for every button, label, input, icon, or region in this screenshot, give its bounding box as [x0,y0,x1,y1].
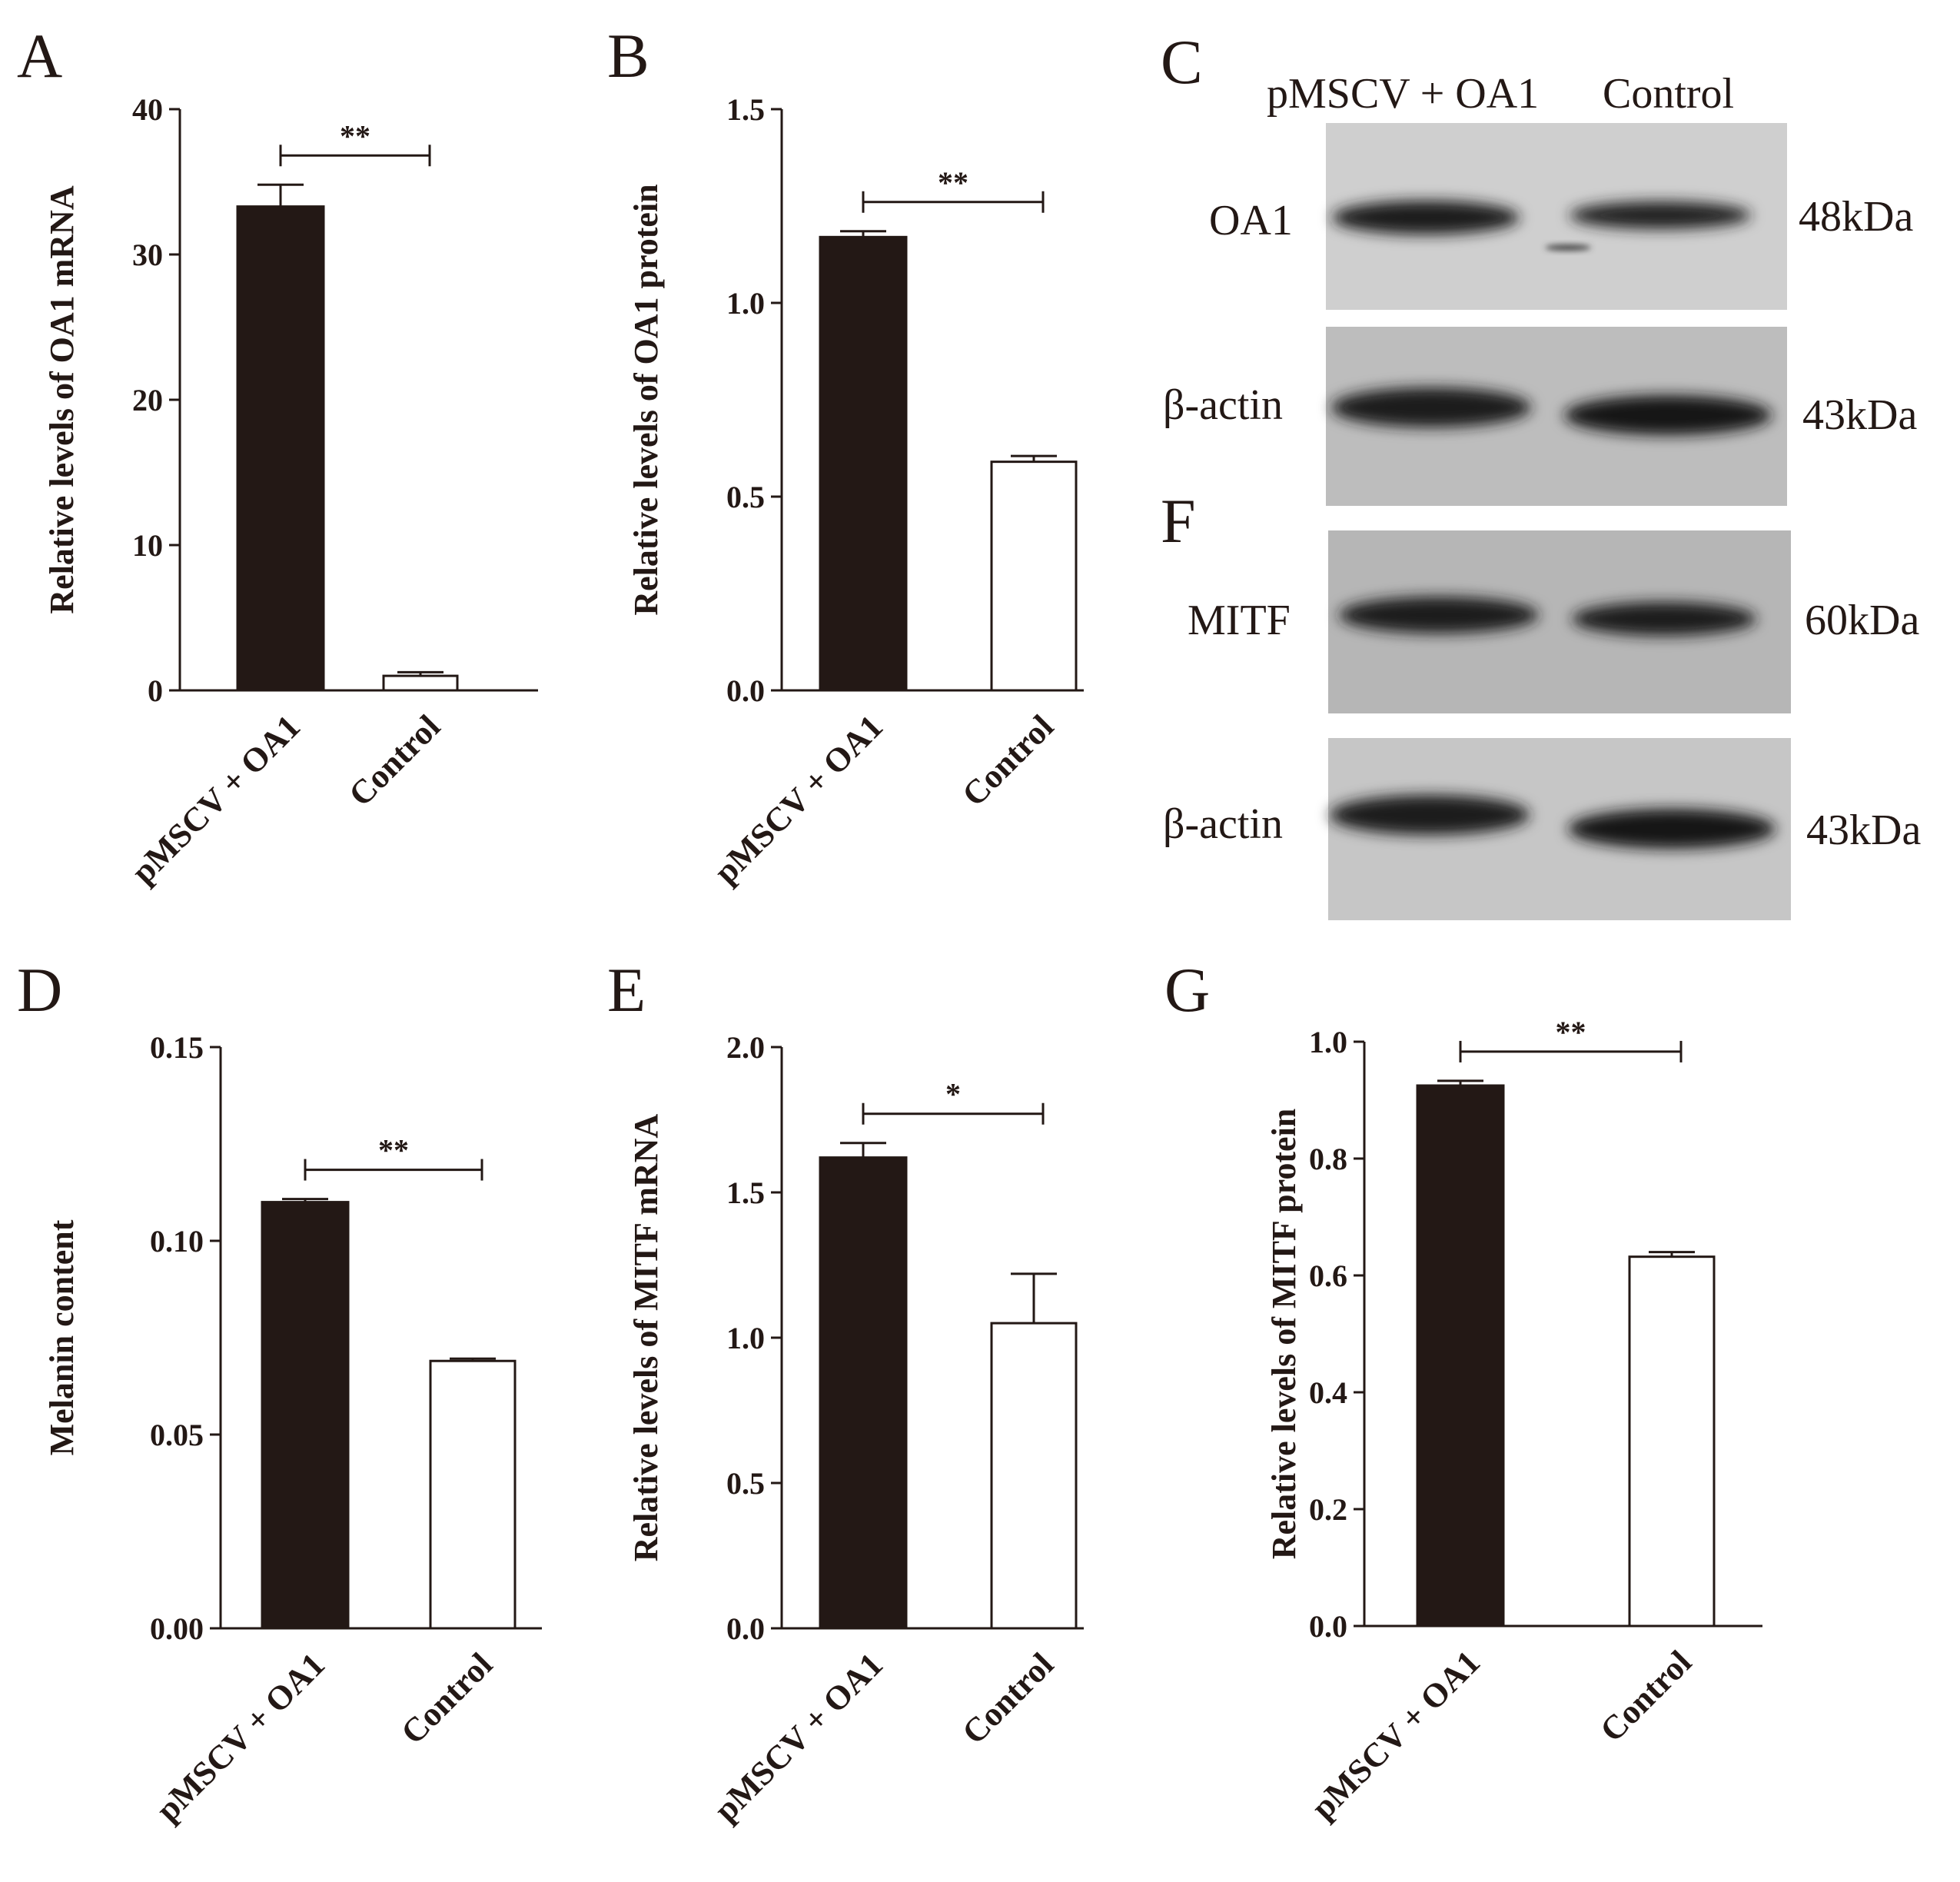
blot-row-label-mitf: MITF [1188,597,1291,644]
chart-panel-d: D 0.00 0.05 0.10 0.15 Melanin content pMSCV + … [17,955,542,1829]
x-category-label: Control [955,707,1061,813]
x-category-label: pMSCV + OA1 [707,707,891,891]
y-tick-label: 40 [132,92,163,127]
y-tick-label: 1.0 [1309,1025,1347,1059]
bar-pmscv-oa1 [236,205,325,692]
significance-label: ** [1556,1015,1586,1049]
y-tick-label: 10 [132,528,163,563]
y-tick-label: 0.00 [150,1611,204,1646]
blot-band [1339,597,1539,633]
x-category-label: pMSCV + OA1 [149,1645,333,1829]
x-category-label: pMSCV + OA1 [1304,1643,1488,1827]
y-tick-label: 0.6 [1309,1259,1347,1293]
y-tick-label: 0.10 [150,1224,204,1259]
blot-size-mitf: 60kDa [1805,597,1919,644]
y-axis-title: Relative levels of MITF mRNA [627,1114,665,1562]
significance-label: ** [340,118,370,153]
y-tick-label: 0.8 [1309,1142,1347,1176]
y-tick-label: 1.5 [726,92,765,127]
blot-size-actin-f: 43kDa [1806,806,1921,854]
significance-label: * [945,1077,961,1112]
blot-size-actin-c: 43kDa [1802,391,1917,439]
blot-membrane-mitf [1328,530,1791,713]
blot-header-lane2: Control [1603,70,1734,118]
chart-panel-b: B 0.0 0.5 1.0 1.5 Relative levels of OA1 prot… [607,21,1084,891]
blot-band [1570,201,1751,229]
y-tick-label: 0.0 [726,673,765,708]
y-tick-label: 2.0 [726,1030,765,1065]
panel-letter-f: F [1161,486,1196,556]
y-tick-label: 30 [132,238,163,272]
blot-band [1330,795,1530,835]
blot-band [1332,201,1520,234]
panel-letter-d: D [17,955,62,1025]
y-tick-label: 0.5 [726,1466,765,1501]
y-tick-label: 0.15 [150,1030,204,1065]
panel-letter-e: E [607,955,646,1025]
blot-membrane-oa1 [1326,123,1787,310]
y-tick-label: 0.4 [1309,1375,1347,1410]
chart-panel-a: A 0 10 20 30 40 Relative levels of OA1 mRNA pMS… [17,21,538,891]
panel-letter-g: G [1164,955,1210,1025]
blot-row-label-actin-c: β-actin [1163,381,1283,429]
blot-band [1545,244,1591,251]
y-axis-title: Relative levels of MITF protein [1265,1109,1303,1560]
blot-band [1572,602,1756,636]
panel-letter-c: C [1161,27,1203,97]
y-tick-label: 0.05 [150,1418,204,1452]
bar-pmscv-oa1 [819,1156,908,1630]
y-tick-label: 20 [132,383,163,417]
y-tick-label: 0.0 [726,1611,765,1646]
blot-membrane-actin-f [1328,738,1791,920]
blot-band [1564,395,1772,435]
bar-control [990,461,1078,692]
x-category-label: Control [955,1645,1061,1751]
panel-letter-b: B [607,21,649,91]
bar-pmscv-oa1 [1416,1084,1505,1628]
blot-band [1568,809,1776,849]
blot-size-oa1: 48kDa [1799,193,1913,241]
blot-row-label-actin-f: β-actin [1163,800,1283,848]
y-axis-title: Relative levels of OA1 mRNA [43,185,81,613]
y-tick-label: 0.2 [1309,1492,1347,1527]
y-tick-label: 1.5 [726,1175,765,1210]
significance-label: ** [378,1133,409,1168]
bar-pmscv-oa1 [261,1201,350,1630]
y-tick-label: 0 [148,673,163,708]
blot-panel-f: F MITF 60kDa β-actin 43kDa [1161,486,1921,920]
x-category-label: Control [1593,1643,1699,1749]
bar-pmscv-oa1 [819,235,908,692]
y-tick-label: 1.0 [726,1321,765,1355]
bar-control [429,1359,517,1630]
x-category-label: pMSCV + OA1 [125,707,308,891]
y-axis-title: Relative levels of OA1 protein [627,184,665,615]
chart-panel-e: E 0.0 0.5 1.0 1.5 2.0 Relative levels of MITF … [607,955,1084,1829]
y-axis-title: Melanin content [43,1219,81,1455]
x-category-label: pMSCV + OA1 [707,1645,891,1829]
blot-panel-c: C pMSCV + OA1 Control OA1 48kDa β-actin … [1161,27,1917,506]
chart-panel-g: G 0.0 0.2 0.4 0.6 0.8 1.0 Relative levels of MI… [1164,955,1762,1827]
blot-row-label-oa1: OA1 [1209,197,1293,244]
x-category-label: Control [341,707,447,813]
bar-control [1628,1255,1716,1628]
blot-membrane-actin-c [1326,327,1787,506]
y-tick-label: 1.0 [726,286,765,321]
bar-control [990,1322,1078,1630]
significance-label: ** [938,165,968,200]
y-tick-label: 0.5 [726,480,765,514]
x-category-label: Control [394,1645,500,1751]
blot-header-lane1: pMSCV + OA1 [1267,70,1539,118]
panel-letter-a: A [17,21,62,91]
bar-control [382,674,459,692]
blot-band [1331,387,1531,427]
y-tick-label: 0.0 [1309,1609,1347,1644]
